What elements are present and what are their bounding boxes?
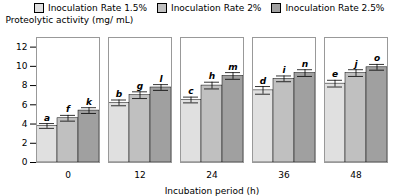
svg-text:d: d xyxy=(260,76,267,86)
svg-text:m: m xyxy=(228,62,237,72)
svg-text:4: 4 xyxy=(22,119,28,129)
svg-text:o: o xyxy=(374,53,380,63)
svg-text:0: 0 xyxy=(22,157,28,167)
svg-text:12: 12 xyxy=(134,170,145,180)
svg-text:j: j xyxy=(352,59,358,69)
svg-text:8: 8 xyxy=(22,80,28,90)
svg-text:e: e xyxy=(332,69,338,79)
svg-text:12: 12 xyxy=(16,42,27,52)
svg-text:24: 24 xyxy=(206,170,218,180)
svg-text:n: n xyxy=(302,59,308,69)
svg-text:f: f xyxy=(66,104,71,114)
svg-text:i: i xyxy=(282,65,286,75)
svg-text:a: a xyxy=(44,113,50,123)
svg-text:2: 2 xyxy=(22,138,28,148)
html-text:Inoculation Rate 1.5%: Inoculation Rate 1.5% xyxy=(48,3,147,13)
svg-text:c: c xyxy=(188,86,194,96)
svg-text:48: 48 xyxy=(350,170,362,180)
svg-text:Incubation period (h): Incubation period (h) xyxy=(165,186,260,196)
svg-text:g: g xyxy=(137,81,144,91)
svg-text:Proteolytic activity (mg/ mL): Proteolytic activity (mg/ mL) xyxy=(6,15,134,25)
svg-text:l: l xyxy=(159,74,163,84)
svg-text:h: h xyxy=(209,71,215,81)
svg-text:10: 10 xyxy=(16,61,28,71)
svg-text:6: 6 xyxy=(22,100,28,110)
svg-text:b: b xyxy=(116,89,123,99)
svg-text:36: 36 xyxy=(278,170,290,180)
html-text:Inoculation Rate 2%: Inoculation Rate 2% xyxy=(171,3,262,13)
html-text:Inoculation Rate 2.5%: Inoculation Rate 2.5% xyxy=(285,3,385,13)
svg-text:0: 0 xyxy=(65,170,71,180)
svg-text:k: k xyxy=(86,97,93,107)
